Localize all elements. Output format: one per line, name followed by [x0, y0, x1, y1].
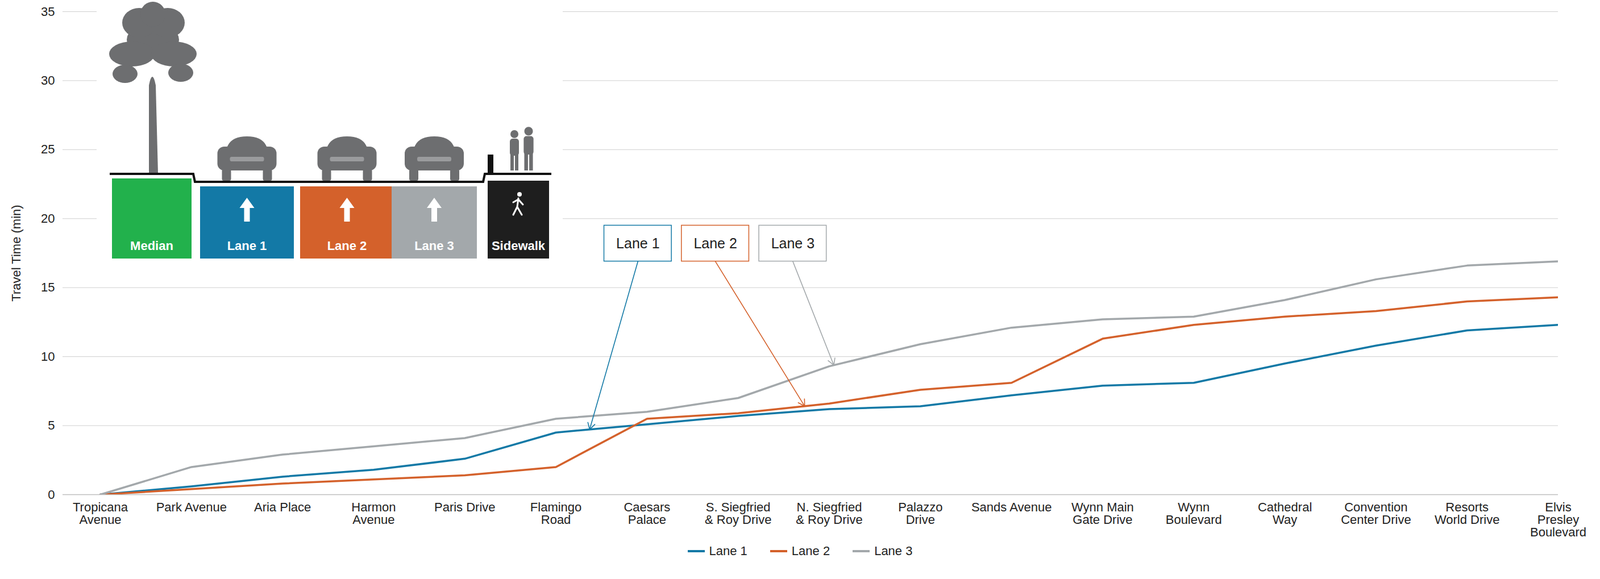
html-text:Lane 2: Lane 2	[791, 543, 830, 559]
svg-text:Lane 1: Lane 1	[616, 235, 660, 252]
svg-text:Lane 1: Lane 1	[227, 238, 268, 253]
svg-text:Lane 2: Lane 2	[693, 235, 737, 252]
svg-text:CaesarsPalace: CaesarsPalace	[623, 500, 671, 527]
svg-text:PalazzoDrive: PalazzoDrive	[898, 500, 943, 527]
svg-text:N. Siegfried& Roy Drive: N. Siegfried& Roy Drive	[795, 500, 863, 527]
svg-text:Sands Avenue: Sands Avenue	[971, 500, 1053, 515]
svg-text:Lane 3: Lane 3	[771, 235, 815, 252]
svg-text:Sidewalk: Sidewalk	[491, 238, 546, 253]
svg-text:Park Avenue: Park Avenue	[156, 500, 227, 515]
svg-text:HarmonAvenue: HarmonAvenue	[351, 500, 396, 527]
svg-text:15: 15	[40, 280, 55, 295]
svg-text:S. Siegfried& Roy Drive: S. Siegfried& Roy Drive	[704, 500, 772, 527]
svg-text:5: 5	[47, 418, 55, 433]
svg-text:Median: Median	[130, 238, 174, 253]
svg-text:CathedralWay: CathedralWay	[1257, 500, 1312, 527]
svg-text:35: 35	[40, 4, 55, 19]
svg-text:30: 30	[40, 73, 55, 88]
html-text:Lane 3: Lane 3	[874, 543, 913, 559]
svg-text:ConventionCenter Drive: ConventionCenter Drive	[1340, 500, 1411, 527]
svg-text:Aria Place: Aria Place	[254, 500, 311, 515]
svg-text:TropicanaAvenue: TropicanaAvenue	[72, 500, 129, 527]
svg-text:ResortsWorld Drive: ResortsWorld Drive	[1434, 500, 1500, 527]
svg-text:WynnBoulevard: WynnBoulevard	[1165, 500, 1223, 527]
svg-text:FlamingoRoad: FlamingoRoad	[530, 500, 582, 527]
svg-text:Travel Time (min): Travel Time (min)	[9, 204, 24, 302]
html-text:Lane 1: Lane 1	[709, 543, 748, 559]
svg-text:10: 10	[40, 349, 55, 364]
svg-text:20: 20	[40, 211, 55, 226]
svg-text:ElvisPresleyBoulevard: ElvisPresleyBoulevard	[1530, 500, 1587, 540]
svg-text:Wynn MainGate Drive: Wynn MainGate Drive	[1071, 500, 1134, 527]
svg-text:Paris Drive: Paris Drive	[434, 500, 496, 515]
svg-text:Lane 2: Lane 2	[327, 238, 368, 253]
svg-text:Lane 3: Lane 3	[414, 238, 455, 253]
svg-text:25: 25	[40, 142, 55, 157]
svg-text:0: 0	[47, 487, 55, 502]
